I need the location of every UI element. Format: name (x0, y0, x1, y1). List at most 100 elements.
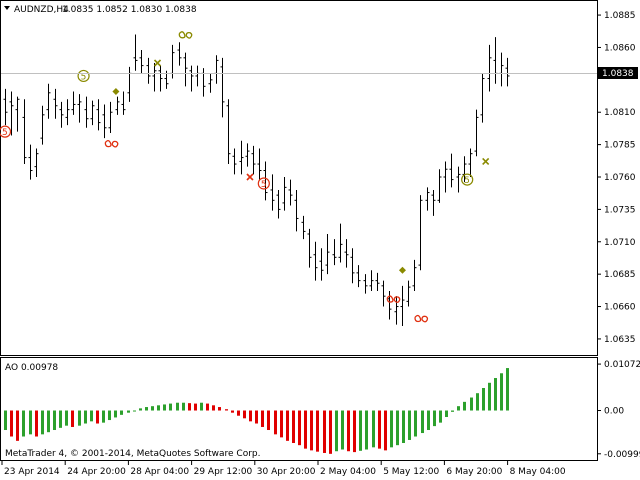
price-axis: 1.0885 1.0860 1.0810 1.0785 1.0760 1.0735 1.07… (597, 11, 636, 345)
ao-bar (133, 410, 136, 412)
price-panel[interactable] (0, 0, 598, 356)
ao-bar (71, 410, 74, 427)
time-tick-label: 28 Apr 04:00 (130, 467, 189, 477)
ohlc-bar (59, 101, 64, 128)
ohlc-bar (400, 285, 405, 326)
ohlc-bar (102, 104, 107, 139)
ao-bar (335, 410, 338, 452)
dropdown-triangle-icon[interactable] (4, 6, 10, 10)
ohlc-bar (282, 177, 287, 211)
ao-bar (390, 410, 393, 448)
ohlc-bar (350, 248, 355, 284)
ao-bar (182, 402, 185, 411)
ao-bar (206, 403, 209, 411)
ao-bar (286, 410, 289, 441)
ohlc-bar (437, 169, 442, 203)
ao-bar (243, 410, 246, 419)
ao-bar (4, 410, 7, 431)
fractal-5-icon: 5 (257, 177, 270, 190)
ao-bar (35, 410, 38, 437)
ohlc-bar (232, 148, 237, 175)
ao-bar (310, 410, 313, 451)
ao-bar (237, 410, 240, 416)
ao-bar (445, 410, 448, 418)
ao-bar (255, 410, 258, 424)
ao-tick-label: 0.01072 (604, 360, 640, 370)
ohlc-bar (28, 144, 33, 180)
ao-bar (65, 410, 68, 426)
ao-bar (29, 410, 32, 435)
ao-bar (408, 410, 411, 440)
ao-bar (114, 410, 117, 418)
ohlc-bar (270, 174, 275, 211)
ohlc-bar (251, 145, 256, 175)
ohlc-bar (245, 143, 250, 167)
chart-header: AUDNZD,H4 1.0835 1.0852 1.0830 1.0838 (4, 5, 197, 15)
ao-bars (4, 368, 509, 454)
ao-bar (341, 410, 344, 450)
ao-bar (96, 410, 99, 424)
ohlc-bar (77, 94, 82, 123)
ao-bar (108, 410, 111, 421)
ohlc-bar (263, 161, 268, 201)
fractal-spiral-icon (178, 31, 193, 39)
fractal-5-icon: 5 (77, 69, 90, 82)
symbol-label: AUDNZD,H4 (14, 5, 69, 15)
price-tick-label: 1.0685 (604, 270, 636, 280)
ao-bar (231, 410, 234, 413)
time-tick-label: 23 Apr 2014 (4, 467, 60, 477)
ohlc-bar (381, 280, 386, 307)
ao-axis: 0.01072 0.00 -0.00999 (597, 360, 640, 460)
fractal-5-icon: 5 (0, 125, 12, 138)
ohlc-bar (313, 241, 318, 281)
fractal-5-icon: 5 (461, 173, 474, 186)
ao-bar (194, 403, 197, 411)
ao-bar (102, 410, 105, 423)
price-tick-label: 1.0735 (604, 205, 636, 215)
ao-bar (145, 407, 148, 411)
ao-bar (274, 410, 277, 435)
ohlc-bar (133, 34, 138, 71)
ao-bar (506, 368, 509, 411)
ohlc-bar (487, 44, 492, 92)
time-tick-label: 30 Apr 20:00 (257, 467, 316, 477)
ohlc-bar (425, 187, 430, 211)
ohlc-bar (239, 140, 244, 175)
ohlc-bar (158, 65, 163, 92)
ao-bar (396, 410, 399, 446)
ao-bar (225, 409, 228, 411)
ohlc-bar (189, 65, 194, 92)
fractal-markers: 5 5 5 5 (0, 31, 490, 323)
time-tick-label: 6 May 20:00 (446, 467, 502, 477)
ao-bar (463, 401, 466, 411)
ao-bar (378, 410, 381, 449)
ao-tick-label: 0.00 (604, 407, 624, 417)
svg-text:5: 5 (261, 180, 267, 190)
ohlc-bar (369, 270, 374, 291)
ohlc-bar (288, 179, 293, 206)
ao-bar (157, 405, 160, 411)
ohlc-bar (3, 88, 8, 126)
ohlc-bar (53, 88, 58, 119)
svg-text:5: 5 (2, 128, 8, 138)
price-tick-label: 1.0860 (604, 43, 636, 53)
ao-bar (176, 402, 179, 411)
ohlc-bar (9, 91, 14, 136)
ao-bar (439, 410, 442, 423)
ohlc-bar (363, 274, 368, 294)
ohlc-bar (152, 63, 157, 92)
ao-bar (200, 402, 203, 411)
ao-bar (267, 410, 270, 431)
price-tick-label: 1.0660 (604, 303, 636, 313)
ao-bar (316, 410, 319, 452)
diamond-marker-icon (112, 88, 120, 95)
ao-bar (47, 410, 50, 433)
price-tick-label: 1.0885 (604, 11, 636, 21)
ohlc-bar (90, 100, 95, 126)
time-tick-label: 2 May 04:00 (320, 467, 376, 477)
ao-bar (500, 373, 503, 411)
ao-bar (90, 410, 93, 422)
diamond-marker-icon (398, 266, 406, 274)
ohlc-bar (220, 57, 225, 118)
